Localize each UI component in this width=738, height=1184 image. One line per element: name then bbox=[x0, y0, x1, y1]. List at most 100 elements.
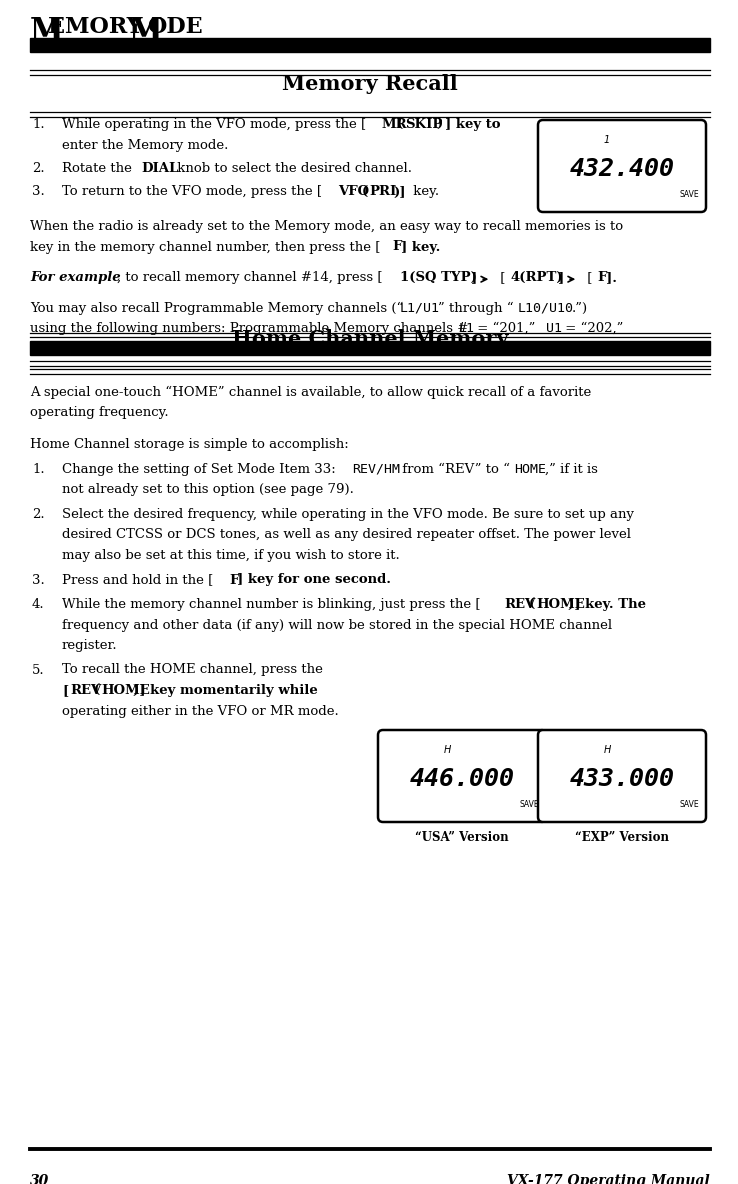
Text: = “219,” and: = “219,” and bbox=[53, 342, 149, 355]
FancyBboxPatch shape bbox=[538, 731, 706, 822]
Text: 1.: 1. bbox=[32, 118, 44, 131]
Text: EMORY: EMORY bbox=[48, 17, 151, 38]
Text: , to recall memory channel #14, press [: , to recall memory channel #14, press [ bbox=[117, 271, 382, 284]
Text: PRI: PRI bbox=[370, 186, 397, 199]
Text: frequency and other data (if any) will now be stored in the special HOME channel: frequency and other data (if any) will n… bbox=[62, 618, 612, 631]
Text: )]: )] bbox=[393, 186, 406, 199]
Text: ODE: ODE bbox=[147, 17, 202, 38]
Text: (: ( bbox=[94, 684, 100, 697]
Text: While operating in the VFO mode, press the [: While operating in the VFO mode, press t… bbox=[62, 118, 366, 131]
Text: Rotate the: Rotate the bbox=[62, 162, 136, 175]
Text: 5.: 5. bbox=[32, 663, 44, 676]
Text: ].: ]. bbox=[606, 271, 617, 284]
Text: To recall the HOME channel, press the: To recall the HOME channel, press the bbox=[62, 663, 323, 676]
Text: desired CTCSS or DCS tones, as well as any desired repeater offset. The power le: desired CTCSS or DCS tones, as well as a… bbox=[62, 528, 631, 541]
Text: “EXP” Version: “EXP” Version bbox=[575, 831, 669, 844]
Text: [: [ bbox=[496, 271, 506, 284]
Text: “USA” Version: “USA” Version bbox=[415, 831, 508, 844]
Text: When the radio is already set to the Memory mode, an easy way to recall memories: When the radio is already set to the Mem… bbox=[30, 220, 623, 233]
Text: ]: ] bbox=[472, 271, 477, 284]
Text: L10/U10: L10/U10 bbox=[518, 302, 574, 315]
Text: 1.: 1. bbox=[32, 463, 44, 476]
Text: 1(SQ TYP): 1(SQ TYP) bbox=[400, 271, 477, 284]
Bar bbox=[30, 38, 710, 52]
Text: ] key.: ] key. bbox=[401, 240, 440, 253]
Text: 30: 30 bbox=[30, 1175, 49, 1184]
Text: VFO: VFO bbox=[338, 186, 369, 199]
Text: ,” if it is: ,” if it is bbox=[545, 463, 598, 476]
Text: = “202,”: = “202,” bbox=[561, 322, 624, 335]
Text: operating either in the VFO or MR mode.: operating either in the VFO or MR mode. bbox=[62, 704, 339, 718]
Text: REV/HM: REV/HM bbox=[352, 463, 400, 476]
Text: Home Channel Memory: Home Channel Memory bbox=[232, 329, 508, 349]
Text: Press and hold in the [: Press and hold in the [ bbox=[62, 573, 213, 586]
Text: U10: U10 bbox=[154, 342, 179, 355]
Text: A special one-touch “HOME” channel is available, to allow quick recall of a favo: A special one-touch “HOME” channel is av… bbox=[30, 386, 591, 399]
Text: 4(RPT): 4(RPT) bbox=[511, 271, 563, 284]
FancyBboxPatch shape bbox=[538, 120, 706, 212]
Text: 1: 1 bbox=[604, 135, 610, 144]
Text: For example: For example bbox=[30, 271, 120, 284]
Text: SKIP: SKIP bbox=[405, 118, 442, 131]
Text: knob to select the desired channel.: knob to select the desired channel. bbox=[173, 162, 413, 175]
Text: (: ( bbox=[362, 186, 368, 199]
Text: key.: key. bbox=[409, 186, 439, 199]
Text: To return to the VFO mode, press the [: To return to the VFO mode, press the [ bbox=[62, 186, 322, 199]
Text: HOME: HOME bbox=[537, 598, 585, 611]
Text: SAVE: SAVE bbox=[520, 800, 539, 809]
Text: enter the Memory mode.: enter the Memory mode. bbox=[62, 139, 228, 152]
Text: 446.000: 446.000 bbox=[410, 767, 514, 791]
Text: REV: REV bbox=[505, 598, 536, 611]
Text: may also be set at this time, if you wish to store it.: may also be set at this time, if you wis… bbox=[62, 549, 400, 562]
Text: Select the desired frequency, while operating in the VFO mode. Be sure to set up: Select the desired frequency, while oper… bbox=[62, 508, 634, 521]
Text: ” through “: ” through “ bbox=[438, 302, 514, 315]
Text: key in the memory channel number, then press the [: key in the memory channel number, then p… bbox=[30, 240, 380, 253]
Text: F: F bbox=[229, 573, 238, 586]
Text: .”): .”) bbox=[571, 302, 587, 315]
Text: from “REV” to “: from “REV” to “ bbox=[398, 463, 510, 476]
Text: 432.400: 432.400 bbox=[570, 157, 675, 181]
Text: REV: REV bbox=[70, 684, 101, 697]
Text: = “220.”: = “220.” bbox=[177, 342, 240, 355]
Text: 4.: 4. bbox=[32, 598, 44, 611]
Text: You may also recall Programmable Memory channels (“: You may also recall Programmable Memory … bbox=[30, 302, 404, 315]
Text: DIAL: DIAL bbox=[142, 162, 179, 175]
Text: MR: MR bbox=[382, 118, 407, 131]
Text: [: [ bbox=[583, 271, 593, 284]
Text: U1: U1 bbox=[546, 322, 562, 335]
Text: L1: L1 bbox=[458, 322, 474, 335]
Text: ]: ] bbox=[558, 271, 565, 284]
Text: HOME: HOME bbox=[514, 463, 546, 476]
Text: VX-177 Operating Manual: VX-177 Operating Manual bbox=[507, 1175, 710, 1184]
Text: operating frequency.: operating frequency. bbox=[30, 406, 168, 419]
Text: HOME: HOME bbox=[102, 684, 151, 697]
Text: ): ) bbox=[437, 118, 443, 131]
Text: using the following numbers: Programmable Memory channels #: using the following numbers: Programmabl… bbox=[30, 322, 469, 335]
Text: Memory Recall: Memory Recall bbox=[282, 73, 458, 94]
Text: )] key. The: )] key. The bbox=[568, 598, 646, 611]
Text: L1/U1: L1/U1 bbox=[400, 302, 440, 315]
Text: H: H bbox=[444, 745, 451, 755]
Text: 2.: 2. bbox=[32, 508, 44, 521]
Text: register.: register. bbox=[62, 639, 117, 652]
Text: M: M bbox=[128, 17, 162, 47]
Text: [: [ bbox=[62, 684, 68, 697]
Text: )] key momentarily while: )] key momentarily while bbox=[134, 684, 318, 697]
Text: F: F bbox=[598, 271, 607, 284]
Text: ] key for one second.: ] key for one second. bbox=[237, 573, 391, 586]
Text: not already set to this option (see page 79).: not already set to this option (see page… bbox=[62, 483, 354, 496]
Text: L10: L10 bbox=[30, 342, 54, 355]
Text: = “201,”: = “201,” bbox=[473, 322, 540, 335]
Text: While the memory channel number is blinking, just press the [: While the memory channel number is blink… bbox=[62, 598, 480, 611]
Text: 3.: 3. bbox=[32, 573, 45, 586]
Text: SAVE: SAVE bbox=[679, 189, 699, 199]
Text: (: ( bbox=[528, 598, 534, 611]
Text: 2.: 2. bbox=[32, 162, 44, 175]
Text: M: M bbox=[30, 17, 63, 47]
Text: H: H bbox=[603, 745, 610, 755]
Text: SAVE: SAVE bbox=[679, 800, 699, 809]
Text: 3.: 3. bbox=[32, 186, 45, 199]
Text: ] key to: ] key to bbox=[444, 118, 500, 131]
Text: (: ( bbox=[397, 118, 404, 131]
Text: F: F bbox=[393, 240, 402, 253]
